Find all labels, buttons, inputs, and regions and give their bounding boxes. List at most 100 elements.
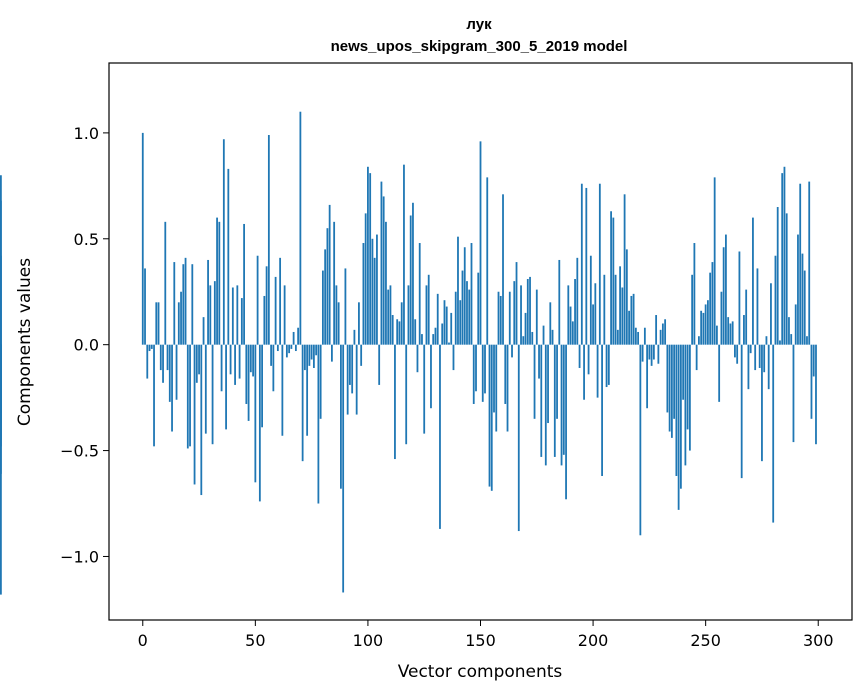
bar-component-38: [227, 168, 230, 345]
bar-component-297: [810, 344, 813, 419]
bar-component-245: [693, 243, 696, 345]
y-axis-ticks: −1.0 −0.5 0.0 0.5 1.0: [60, 124, 109, 566]
bar-component-254: [713, 177, 716, 345]
bar-component-285: [783, 166, 786, 345]
bar-component-218: [632, 293, 635, 345]
bar-component-280: [772, 344, 775, 523]
bar-component-119: [409, 215, 412, 345]
bar-component-236: [673, 344, 676, 419]
x-tick-label: 150: [465, 631, 496, 650]
bar-component-157: [495, 344, 498, 432]
bar-component-69: [297, 327, 300, 345]
bar-component-262: [731, 321, 734, 345]
bar-component-250: [704, 304, 707, 345]
x-tick-label: 100: [353, 631, 384, 650]
bar-component-150: [479, 141, 482, 345]
bar-component-294: [803, 270, 806, 345]
bar-component-1: [144, 268, 146, 345]
bar-component-123: [418, 243, 421, 345]
bar-component-213: [621, 287, 624, 345]
bar-component-235: [670, 344, 673, 438]
bar-component-91: [346, 344, 349, 415]
bar-component-44: [240, 298, 243, 345]
bar-component-106: [380, 181, 383, 345]
bar-component-131: [436, 293, 439, 345]
bar-component-18: [182, 264, 185, 345]
bar-component-233: [666, 344, 669, 413]
bar-component-149: [477, 272, 480, 345]
bar-component-109: [387, 289, 390, 345]
bar-component-216: [628, 310, 630, 345]
bar-component-67: [292, 331, 295, 345]
x-tick-label: 250: [690, 631, 721, 650]
bar-component-232: [664, 319, 667, 345]
bar-component-208: [610, 211, 612, 345]
bar-component-222: [641, 344, 644, 362]
bar-component-178: [542, 325, 545, 345]
bar-component-133: [441, 323, 444, 345]
bar-component-84: [331, 344, 333, 362]
bar-component-210: [614, 274, 617, 345]
bar-component-10: [164, 221, 167, 345]
bar-component-126: [425, 285, 428, 345]
bar-component-261: [729, 323, 732, 345]
bar-component-75: [310, 344, 313, 360]
bar-component-231: [661, 323, 664, 345]
bar-component-243: [688, 344, 691, 451]
bar-component-94: [353, 329, 356, 345]
bar-component-99: [364, 213, 367, 345]
bar-component-125: [423, 344, 426, 434]
bar-component-189: [567, 285, 570, 345]
bar-component-124: [421, 334, 423, 345]
bar-component-95: [355, 344, 358, 415]
x-tick-label: 200: [578, 631, 609, 650]
bar-component-226: [650, 344, 653, 366]
bar-component-242: [686, 344, 689, 430]
bar-component-223: [643, 327, 646, 345]
bar-component-136: [448, 342, 450, 345]
bar-component-132: [439, 344, 441, 529]
bar-component-167: [517, 344, 520, 532]
bar-component-129: [432, 334, 435, 345]
bar-component-145: [468, 289, 471, 345]
bar-component-253: [711, 262, 714, 345]
x-axis-ticks: 0 50 100 150 200 250 300: [138, 620, 834, 650]
bar-component-135: [445, 306, 448, 345]
bar-component-63: [283, 285, 286, 345]
bar-component-0: [141, 132, 144, 345]
bar-component-97: [360, 344, 363, 366]
bar-component-40: [231, 287, 234, 345]
bar-component-81: [324, 249, 327, 345]
bar-component-50: [254, 344, 257, 483]
bar-component-16: [177, 302, 180, 345]
bar-component-264: [736, 344, 739, 364]
bar-component-171: [526, 279, 529, 345]
bar-component-290: [794, 304, 797, 345]
bar-component-141: [459, 300, 462, 345]
bar-component-251: [707, 300, 709, 345]
bar-component-151: [481, 344, 484, 402]
bar-component-299: [815, 344, 817, 445]
bar-component-271: [752, 217, 754, 345]
bar-component-127: [427, 274, 430, 345]
bar-component-289: [792, 344, 795, 443]
bar-component-169: [522, 336, 525, 345]
bar-component-211: [616, 329, 619, 345]
bar-component-234: [668, 344, 671, 432]
bar-component-107: [382, 196, 385, 345]
bar-component-90: [344, 268, 347, 345]
bar-component-113: [396, 319, 399, 345]
bar-component-277: [765, 336, 768, 345]
bar-component-128: [430, 344, 432, 409]
bar-component-284: [781, 173, 784, 345]
bar-component-5: [153, 344, 155, 447]
bar-component-153: [486, 177, 489, 345]
bar-component-202: [596, 344, 599, 398]
bar-component-48: [249, 344, 252, 373]
bar-component-192: [574, 279, 576, 345]
bar-component-201: [594, 283, 597, 345]
bar-component-77: [315, 344, 318, 356]
bar-component-258: [722, 247, 725, 345]
bar-component-248: [700, 310, 703, 345]
bar-component-193: [576, 257, 579, 345]
